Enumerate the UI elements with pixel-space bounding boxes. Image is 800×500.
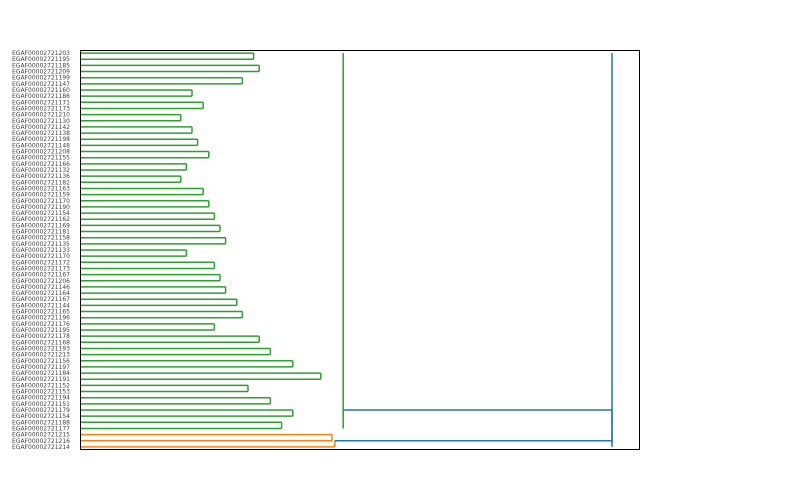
leaf-label: EGAF00002721142	[12, 124, 70, 131]
leaf-label: EGAF00002721167	[12, 272, 70, 279]
leaf-label: EGAF00002721198	[12, 136, 70, 143]
dendrogram-links	[80, 52, 613, 448]
leaf-label: EGAF00002721167	[12, 296, 70, 303]
leaf-label: EGAF00002721152	[12, 382, 70, 389]
leaf-label: EGAF00002721160	[12, 87, 70, 94]
leaf-label: EGAF00002721213	[12, 352, 70, 359]
leaf-label: EGAF00002721184	[12, 370, 70, 377]
leaf-label: EGAF00002721210	[12, 112, 70, 119]
leaf-label: EGAF00002721165	[12, 309, 70, 316]
leaf-label: EGAF00002721164	[12, 290, 70, 297]
leaf-label: EGAF00002721208	[12, 149, 70, 156]
leaf-label: EGAF00002721178	[12, 333, 70, 340]
leaf-label: EGAF00002721158	[12, 235, 70, 242]
leaf-labels: EGAF00002721203EGAF00002721195EGAF000027…	[12, 50, 70, 451]
leaf-label: EGAF00002721188	[12, 419, 70, 426]
leaf-label: EGAF00002721181	[12, 229, 70, 236]
leaf-label: EGAF00002721195	[12, 56, 70, 63]
leaf-label: EGAF00002721170	[12, 198, 70, 205]
leaf-label: EGAF00002721215	[12, 432, 70, 439]
leaf-label: EGAF00002721209	[12, 69, 70, 76]
leaf-label: EGAF00002721185	[12, 62, 70, 69]
leaf-label: EGAF00002721162	[12, 216, 70, 223]
leaf-label: EGAF00002721186	[12, 93, 70, 100]
leaf-label: EGAF00002721163	[12, 185, 70, 192]
leaf-label: EGAF00002721173	[12, 265, 70, 272]
leaf-label: EGAF00002721173	[12, 105, 70, 112]
leaf-label: EGAF00002721169	[12, 222, 70, 229]
leaf-label: EGAF00002721176	[12, 321, 70, 328]
leaf-label: EGAF00002721214	[12, 444, 70, 451]
leaf-label: EGAF00002721156	[12, 358, 70, 365]
leaf-label: EGAF00002721197	[12, 364, 70, 371]
root-link	[334, 409, 613, 442]
leaf-label: EGAF00002721135	[12, 241, 70, 248]
leaf-label: EGAF00002721136	[12, 173, 70, 180]
leaf-label: EGAF00002721154	[12, 210, 70, 217]
leaf-label: EGAF00002721172	[12, 259, 70, 266]
leaf-label: EGAF00002721199	[12, 75, 70, 82]
leaf-label: EGAF00002721170	[12, 253, 70, 260]
axes-frame	[80, 50, 640, 450]
leaf-label: EGAF00002721155	[12, 155, 70, 162]
leaf-label: EGAF00002721216	[12, 438, 70, 445]
leaf-label: EGAF00002721177	[12, 425, 70, 432]
leaf-label: EGAF00002721146	[12, 284, 70, 291]
leaf-label: EGAF00002721190	[12, 204, 70, 211]
leaf-label: EGAF00002721195	[12, 327, 70, 334]
leaf-label: EGAF00002721144	[12, 302, 70, 309]
leaf-label: EGAF00002721132	[12, 167, 70, 174]
leaf-label: EGAF00002721194	[12, 395, 70, 402]
leaf-label: EGAF00002721159	[12, 192, 70, 199]
leaf-label: EGAF00002721130	[12, 118, 70, 125]
leaf-label: EGAF00002721153	[12, 389, 70, 396]
leaf-label: EGAF00002721147	[12, 81, 70, 88]
leaf-label: EGAF00002721166	[12, 161, 70, 168]
leaf-label: EGAF00002721154	[12, 413, 70, 420]
leaf-label: EGAF00002721138	[12, 130, 70, 137]
leaf-label: EGAF00002721206	[12, 278, 70, 285]
leaf-label: EGAF00002721196	[12, 315, 70, 322]
leaf-label: EGAF00002721193	[12, 345, 70, 352]
leaf-label: EGAF00002721168	[12, 339, 70, 346]
leaf-label: EGAF00002721182	[12, 179, 70, 186]
leaf-label: EGAF00002721171	[12, 99, 70, 106]
leaf-label: EGAF00002721191	[12, 376, 70, 383]
leaf-label: EGAF00002721203	[12, 50, 70, 57]
leaf-label: EGAF00002721148	[12, 142, 70, 149]
leaf-label: EGAF00002721179	[12, 407, 70, 414]
leaf-label: EGAF00002721133	[12, 247, 70, 254]
leaf-label: EGAF00002721151	[12, 401, 70, 408]
